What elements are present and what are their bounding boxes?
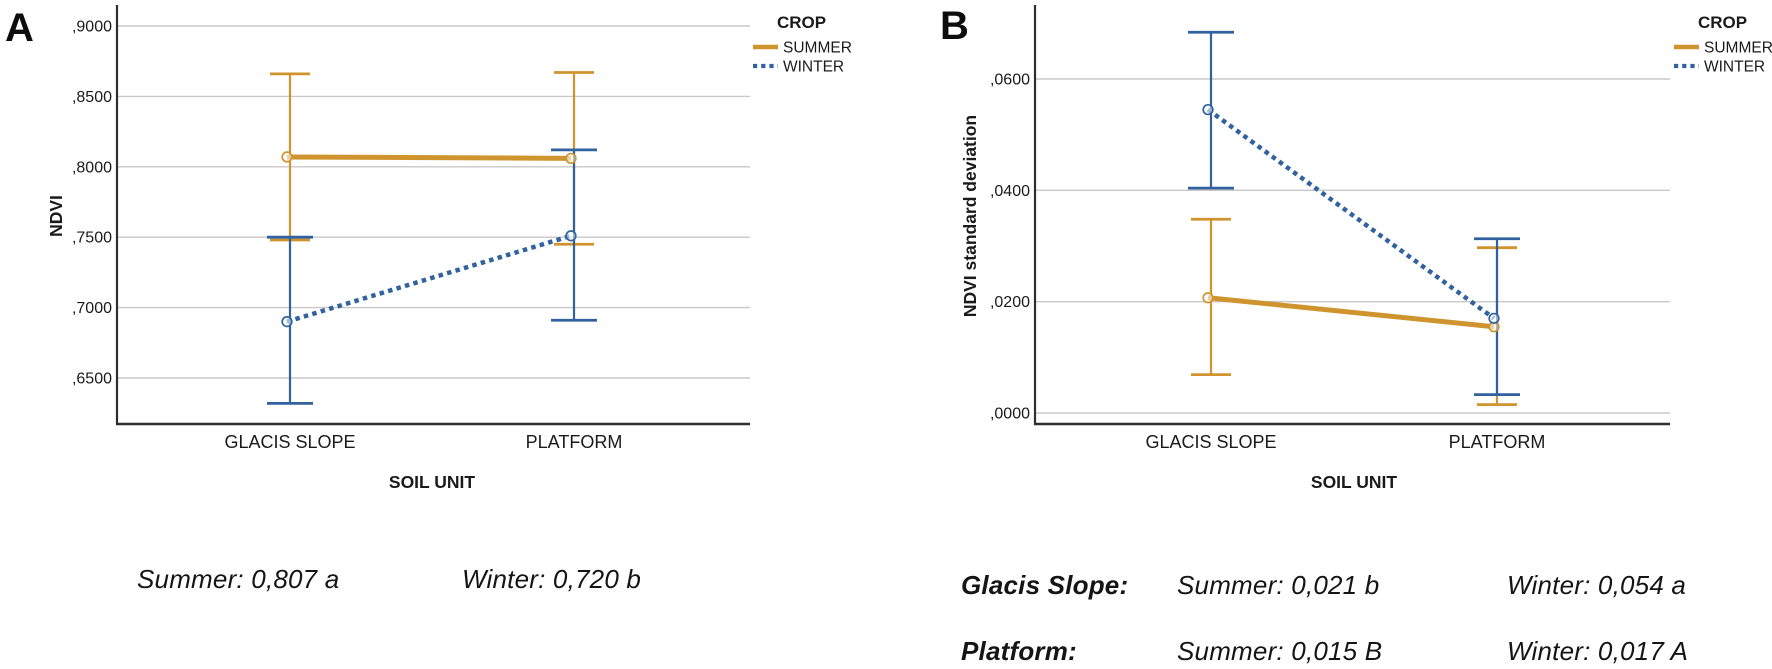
winter-marker xyxy=(281,316,293,328)
winter-line xyxy=(286,233,572,324)
y-tick-label: ,0200 xyxy=(990,294,1030,311)
annotation-platform-summer: Summer: 0,015 B xyxy=(1177,636,1383,666)
legend-item-label: WINTER xyxy=(783,59,844,76)
winter-marker xyxy=(1202,103,1214,116)
annotation-platform-label: Platform: xyxy=(961,636,1077,666)
legend: CROP SUMMER WINTER xyxy=(1674,13,1772,76)
winter-marker xyxy=(565,230,577,242)
legend-title: CROP xyxy=(777,13,826,32)
legend-item-summer: SUMMER xyxy=(1674,40,1772,57)
summer-line xyxy=(286,154,572,161)
y-tick-label: ,9000 xyxy=(72,19,112,36)
y-tick-label: ,6500 xyxy=(72,371,112,388)
winter-line xyxy=(1206,107,1496,321)
annotation-winter-mean: Winter: 0,720 b xyxy=(462,564,642,594)
annotation-glacis-summer: Summer: 0,021 b xyxy=(1177,570,1380,600)
winter-marker xyxy=(1488,312,1500,325)
legend-item-label: SUMMER xyxy=(783,40,852,57)
y-tick-label: ,8000 xyxy=(72,159,112,176)
legend-item-winter: WINTER xyxy=(753,59,844,76)
panel-b-chart: ,0600 ,0400 ,0200 ,0000 NDVI standard deviat… xyxy=(960,5,1772,492)
y-axis-title: NDVI standard deviation xyxy=(960,115,980,317)
x-tick-label: PLATFORM xyxy=(1449,432,1546,452)
summer-line xyxy=(1207,295,1495,330)
y-axis-title: NDVI xyxy=(46,195,66,237)
y-tick-label: ,7000 xyxy=(72,300,112,317)
annotation-glacis-label: Glacis Slope: xyxy=(961,570,1129,600)
legend-item-label: WINTER xyxy=(1704,59,1765,76)
legend: CROP SUMMER WINTER xyxy=(753,13,852,76)
panel-b-label: B xyxy=(940,4,969,48)
x-axis-title: SOIL UNIT xyxy=(389,472,476,492)
x-tick-label: PLATFORM xyxy=(526,432,623,452)
x-tick-label: GLACIS SLOPE xyxy=(224,432,355,452)
y-tick-label: ,0000 xyxy=(990,406,1030,423)
legend-item-winter: WINTER xyxy=(1674,59,1765,76)
y-tick-label: ,7500 xyxy=(72,230,112,247)
panel-a-label: A xyxy=(5,6,34,50)
legend-item-label: SUMMER xyxy=(1704,40,1772,57)
annotation-glacis-winter: Winter: 0,054 a xyxy=(1507,570,1687,600)
annotation-summer-mean: Summer: 0,807 a xyxy=(137,564,340,594)
panel-a-chart: ,9000 ,8500 ,8000 ,7500 ,7000 ,6500 NDVI GLACIS… xyxy=(46,5,852,492)
summer-marker xyxy=(1202,292,1214,304)
charts-canvas: ,9000 ,8500 ,8000 ,7500 ,7000 ,6500 NDVI GLACIS… xyxy=(46,5,1772,492)
summer-marker xyxy=(281,151,293,163)
legend-item-summer: SUMMER xyxy=(753,40,852,57)
y-tick-label: ,0600 xyxy=(990,72,1030,89)
x-axis-title: SOIL UNIT xyxy=(1311,472,1398,492)
legend-title: CROP xyxy=(1698,13,1747,32)
y-tick-label: ,0400 xyxy=(990,183,1030,200)
summer-marker xyxy=(565,152,577,165)
x-tick-label: GLACIS SLOPE xyxy=(1145,432,1276,452)
annotation-platform-winter: Winter: 0,017 A xyxy=(1507,636,1689,666)
y-tick-label: ,8500 xyxy=(72,89,112,106)
